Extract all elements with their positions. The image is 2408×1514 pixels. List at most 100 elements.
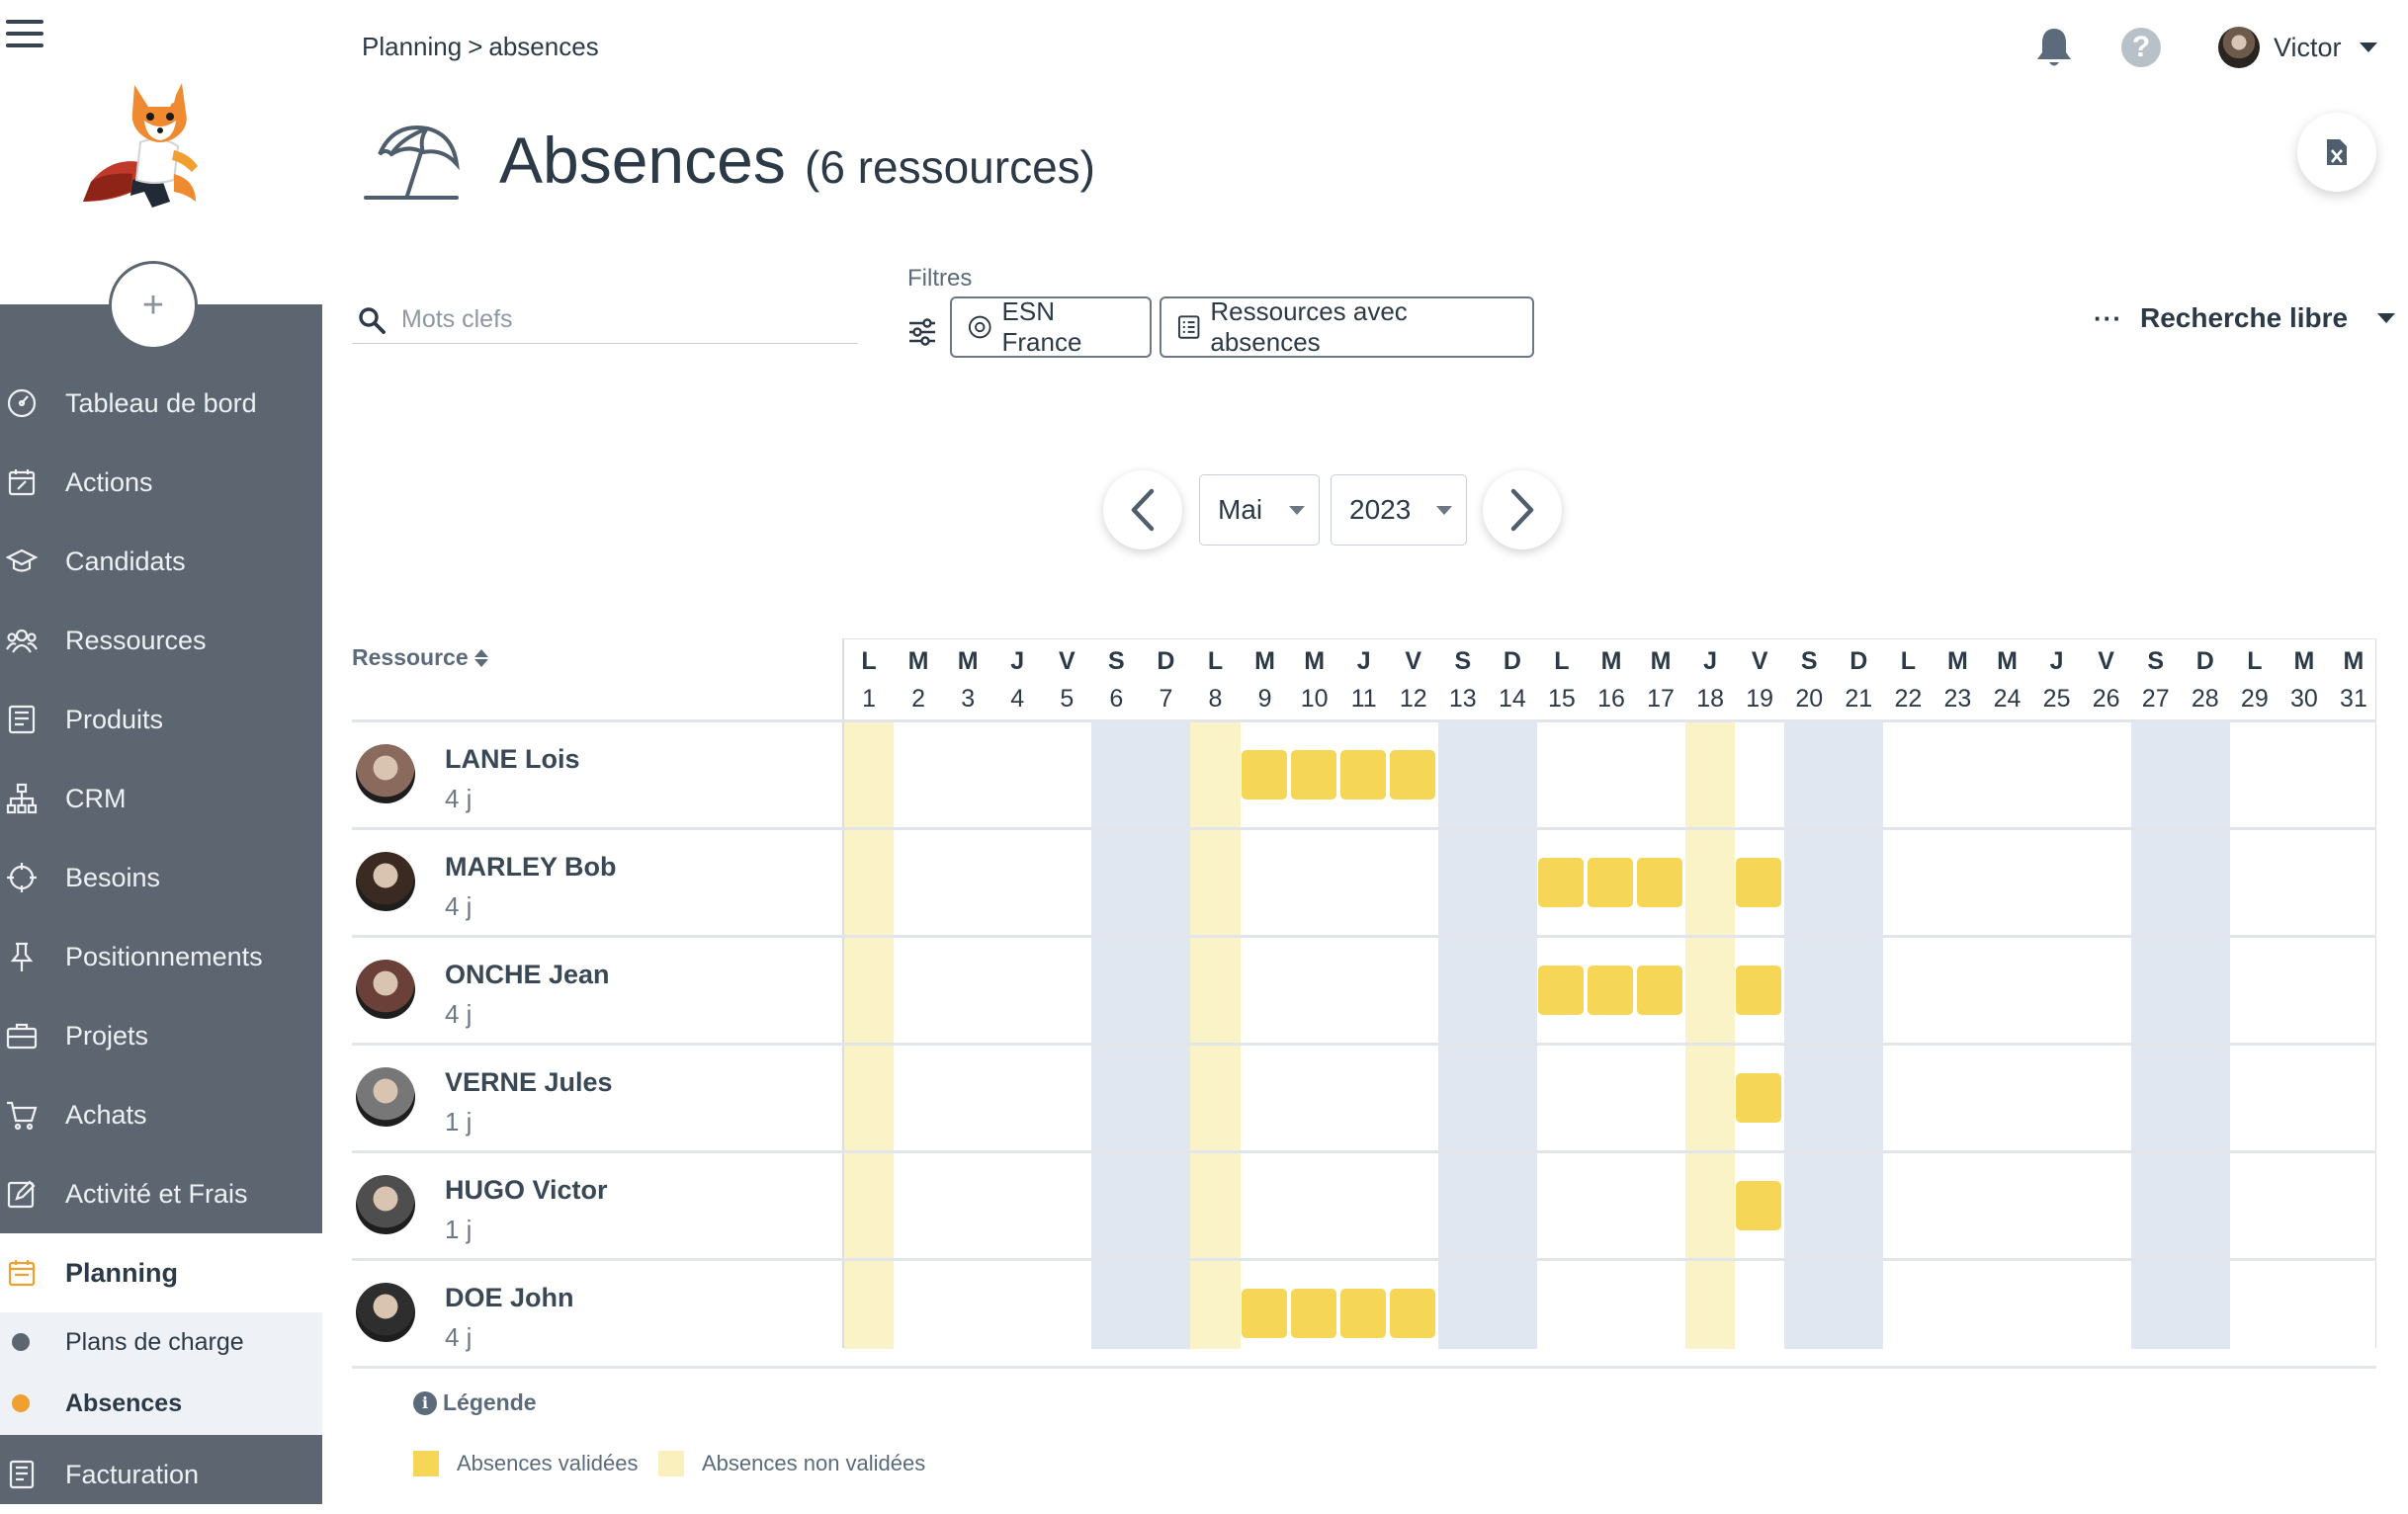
- absence-block[interactable]: [1339, 750, 1386, 799]
- day-number: 13: [1448, 685, 1477, 713]
- bell-icon[interactable]: [2034, 26, 2074, 69]
- add-button[interactable]: +: [109, 261, 198, 350]
- resource-row[interactable]: HUGO Victor 1 j: [352, 1153, 842, 1258]
- day-header: S 27: [2131, 639, 2181, 720]
- sidebar-item-positionnements[interactable]: Positionnements: [0, 917, 322, 996]
- filter-chip-esn-france[interactable]: ESN France: [950, 296, 1152, 358]
- year-select-value: 2023: [1349, 494, 1412, 525]
- breadcrumb-link-planning[interactable]: Planning: [362, 32, 463, 61]
- chevron-down-icon: [1289, 506, 1305, 515]
- resource-row[interactable]: ONCHE Jean 4 j: [352, 938, 842, 1043]
- sidebar-item-facturation[interactable]: Facturation: [0, 1435, 322, 1514]
- absence-block[interactable]: [1389, 1289, 1435, 1338]
- edit-icon: [7, 1180, 36, 1209]
- absence-block[interactable]: [1537, 858, 1584, 907]
- resource-absence-count: 4 j: [445, 1322, 473, 1352]
- sidebar-item-label: Achats: [65, 1099, 147, 1130]
- sidebar-item-planning[interactable]: Planning: [0, 1233, 322, 1312]
- row-divider: [352, 1258, 2376, 1261]
- sidebar-item-activite-et-frais[interactable]: Activité et Frais: [0, 1154, 322, 1233]
- absence-block[interactable]: [1389, 750, 1435, 799]
- absence-block[interactable]: [1241, 1289, 1287, 1338]
- resource-row[interactable]: VERNE Jules 1 j: [352, 1046, 842, 1150]
- absence-block[interactable]: [1588, 858, 1633, 907]
- sidebar-item-label: Facturation: [65, 1459, 200, 1489]
- resource-name[interactable]: VERNE Jules: [445, 1067, 613, 1097]
- sidebar-item-projets[interactable]: Projets: [0, 996, 322, 1075]
- absence-block[interactable]: [1736, 1181, 1782, 1230]
- export-excel-button[interactable]: [2297, 113, 2376, 192]
- avatar: [356, 852, 415, 911]
- sidebar-item-label: CRM: [65, 783, 127, 813]
- resource-name[interactable]: MARLEY Bob: [445, 852, 617, 882]
- absence-block[interactable]: [1637, 966, 1683, 1015]
- bullet-icon: [12, 1394, 30, 1412]
- absence-block[interactable]: [1588, 966, 1633, 1015]
- day-number: 30: [2289, 685, 2318, 713]
- absence-block[interactable]: [1736, 966, 1782, 1015]
- filter-chip-label: Ressources avec absences: [1210, 296, 1408, 357]
- user-menu[interactable]: Victor: [2218, 26, 2377, 69]
- resource-row[interactable]: LANE Lois 4 j: [352, 722, 842, 827]
- day-number: 7: [1159, 685, 1173, 713]
- previous-month-button[interactable]: [1103, 470, 1182, 549]
- free-search-dropdown[interactable]: ··· Recherche libre: [2094, 302, 2396, 334]
- day-letter: D: [1157, 647, 1175, 675]
- resource-row[interactable]: DOE John 4 j: [352, 1261, 842, 1366]
- next-month-button[interactable]: [1483, 470, 1562, 549]
- sidebar-item-ressources[interactable]: Ressources: [0, 601, 322, 680]
- resource-name[interactable]: DOE John: [445, 1283, 574, 1312]
- sliders-icon[interactable]: [907, 318, 937, 346]
- filter-chip-ressources-avec-absences[interactable]: Ressources avec absences: [1160, 296, 1534, 358]
- absence-block[interactable]: [1339, 1289, 1386, 1338]
- weekend-column: [1141, 720, 1191, 1349]
- weekend-column: [1784, 720, 1835, 1349]
- sidebar-subitem-label: Plans de charge: [65, 1327, 244, 1356]
- resource-name[interactable]: ONCHE Jean: [445, 960, 610, 989]
- absence-block[interactable]: [1736, 858, 1782, 907]
- weekend-column: [2180, 720, 2230, 1349]
- hamburger-menu-icon[interactable]: [6, 20, 43, 51]
- resource-name[interactable]: HUGO Victor: [445, 1175, 608, 1205]
- day-number: 1: [862, 685, 876, 713]
- absence-block[interactable]: [1290, 750, 1336, 799]
- day-number: 21: [1845, 685, 1873, 713]
- day-letter: D: [1849, 647, 1868, 675]
- day-header: V 12: [1389, 639, 1438, 720]
- absence-block[interactable]: [1637, 858, 1683, 907]
- help-icon[interactable]: ?: [2121, 28, 2161, 67]
- sidebar-subitem-absences[interactable]: Absences: [0, 1374, 322, 1433]
- month-select[interactable]: Mai: [1199, 474, 1320, 546]
- resource-name[interactable]: LANE Lois: [445, 744, 580, 774]
- sidebar-item-actions[interactable]: Actions: [0, 443, 322, 522]
- sidebar-item-candidats[interactable]: Candidats: [0, 522, 322, 601]
- absence-block[interactable]: [1736, 1073, 1782, 1123]
- resource-row[interactable]: MARLEY Bob 4 j: [352, 830, 842, 935]
- day-number: 14: [1498, 685, 1526, 713]
- sidebar-item-besoins[interactable]: Besoins: [0, 838, 322, 917]
- day-header: S 20: [1784, 639, 1834, 720]
- chevron-right-icon: [1510, 488, 1534, 532]
- legend-swatch: [658, 1451, 684, 1476]
- sidebar-item-crm[interactable]: CRM: [0, 759, 322, 838]
- sidebar-item-label: Planning: [65, 1257, 178, 1288]
- sidebar-subitem-plans-de-charge[interactable]: Plans de charge: [0, 1312, 322, 1372]
- absence-block[interactable]: [1290, 1289, 1336, 1338]
- day-number: 9: [1257, 685, 1272, 713]
- year-select[interactable]: 2023: [1331, 474, 1467, 546]
- absence-block[interactable]: [1241, 750, 1287, 799]
- day-letter: M: [1600, 647, 1622, 675]
- sidebar-item-achats[interactable]: Achats: [0, 1075, 322, 1154]
- sidebar-item-produits[interactable]: Produits: [0, 680, 322, 759]
- filter-chip-label: ESN France: [1001, 296, 1082, 357]
- sidebar-item-tableau-de-bord[interactable]: Tableau de bord: [0, 364, 322, 443]
- absence-block[interactable]: [1537, 966, 1584, 1015]
- day-letter: L: [1207, 647, 1224, 675]
- search-input[interactable]: [399, 302, 844, 336]
- resource-column-header[interactable]: Ressource: [352, 644, 488, 671]
- chevron-down-icon: [2359, 42, 2377, 52]
- day-letter: L: [1554, 647, 1570, 675]
